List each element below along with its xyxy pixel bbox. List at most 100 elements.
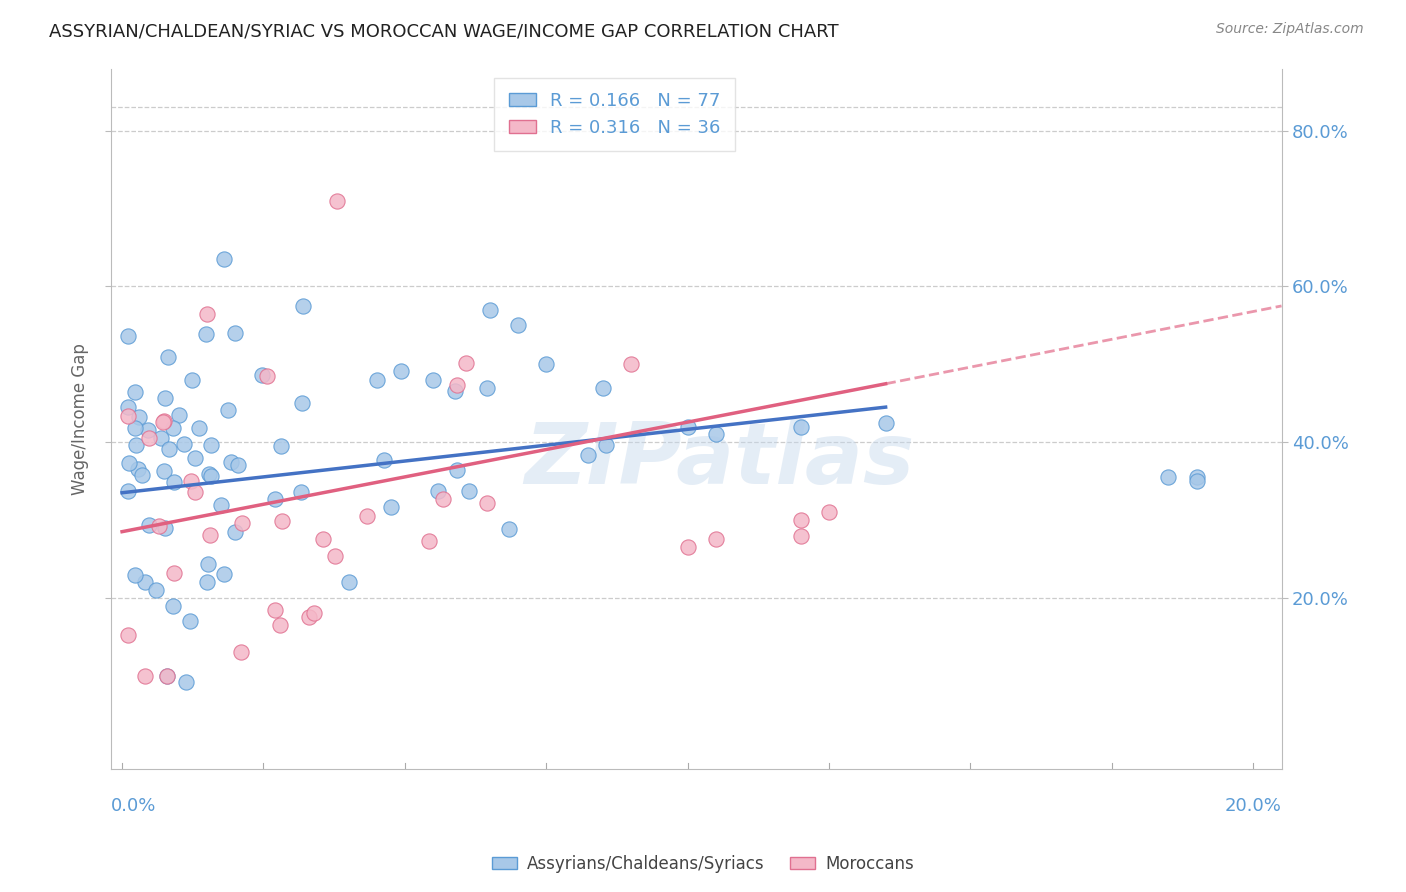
Point (224, 524, 246, 539)
Point (198, 467, 221, 481)
Point (270, 439, 292, 453)
Point (704, 533, 727, 547)
Point (148, 519, 170, 533)
Point (477, 496, 499, 510)
Point (187, 420, 209, 434)
Point (356, 509, 378, 524)
Point (226, 458, 249, 473)
Point (138, 431, 160, 445)
Point (117, 628, 139, 642)
Point (576, 449, 599, 463)
Point (124, 421, 146, 435)
Legend: R = 0.166   N = 77, R = 0.316   N = 36: R = 0.166 N = 77, R = 0.316 N = 36 (495, 78, 735, 152)
Point (157, 442, 180, 457)
Point (156, 668, 179, 682)
Point (195, 307, 218, 321)
Point (212, 567, 235, 582)
Point (478, 302, 501, 317)
Point (391, 364, 413, 378)
Point (197, 557, 219, 571)
Point (875, 416, 897, 430)
Point (263, 603, 285, 617)
Point (128, 410, 150, 425)
Point (217, 403, 239, 417)
Point (506, 318, 529, 333)
Point (117, 401, 139, 415)
Point (366, 373, 388, 387)
Point (195, 327, 218, 342)
Point (152, 415, 174, 429)
Point (163, 566, 186, 581)
Point (446, 462, 468, 476)
Point (595, 437, 617, 451)
Point (337, 575, 360, 590)
Point (432, 491, 454, 506)
Text: 0.0%: 0.0% (111, 797, 156, 815)
Point (271, 514, 294, 528)
Text: ZIPatlas: ZIPatlas (524, 419, 915, 502)
Point (131, 467, 153, 482)
Point (454, 356, 477, 370)
Point (790, 528, 813, 542)
Text: 20.0%: 20.0% (1225, 797, 1281, 815)
Point (162, 421, 184, 435)
Point (1185, 474, 1208, 488)
Point (790, 419, 813, 434)
Point (127, 462, 149, 476)
Point (138, 518, 160, 533)
Point (323, 549, 346, 564)
Point (134, 575, 156, 590)
Point (117, 484, 139, 499)
Point (124, 568, 146, 582)
Point (173, 437, 195, 451)
Point (136, 423, 159, 437)
Point (179, 614, 201, 628)
Point (118, 456, 141, 470)
Point (134, 668, 156, 682)
Point (312, 532, 335, 546)
Point (250, 368, 273, 383)
Point (156, 350, 179, 364)
Point (790, 513, 813, 527)
Point (1157, 470, 1180, 484)
Point (373, 453, 395, 467)
Point (183, 450, 205, 465)
Point (422, 373, 444, 387)
Point (458, 484, 481, 499)
Point (174, 675, 197, 690)
Point (475, 382, 498, 396)
Point (224, 326, 246, 340)
Point (200, 438, 222, 452)
Point (117, 329, 139, 343)
Y-axis label: Wage/Income Gap: Wage/Income Gap (72, 343, 89, 495)
Point (124, 384, 146, 399)
Point (298, 610, 321, 624)
Point (153, 414, 176, 428)
Point (418, 534, 440, 549)
Point (269, 618, 291, 632)
Point (156, 668, 179, 682)
Point (446, 378, 468, 392)
Point (200, 528, 222, 542)
Point (167, 408, 190, 422)
Point (676, 540, 699, 554)
Text: ASSYRIAN/CHALDEAN/SYRIAC VS MOROCCAN WAGE/INCOME GAP CORRELATION CHART: ASSYRIAN/CHALDEAN/SYRIAC VS MOROCCAN WAG… (49, 22, 839, 40)
Point (326, 194, 349, 208)
Point (153, 392, 176, 406)
Point (704, 427, 727, 442)
Point (264, 492, 287, 507)
Point (150, 431, 173, 445)
Point (145, 582, 167, 597)
Point (620, 357, 643, 371)
Point (290, 484, 312, 499)
Point (153, 521, 176, 535)
Point (676, 419, 699, 434)
Point (536, 357, 558, 371)
Point (426, 484, 449, 499)
Point (444, 384, 467, 399)
Point (212, 252, 235, 267)
Point (117, 409, 139, 423)
Point (162, 475, 184, 489)
Point (498, 522, 520, 536)
Point (180, 373, 202, 387)
